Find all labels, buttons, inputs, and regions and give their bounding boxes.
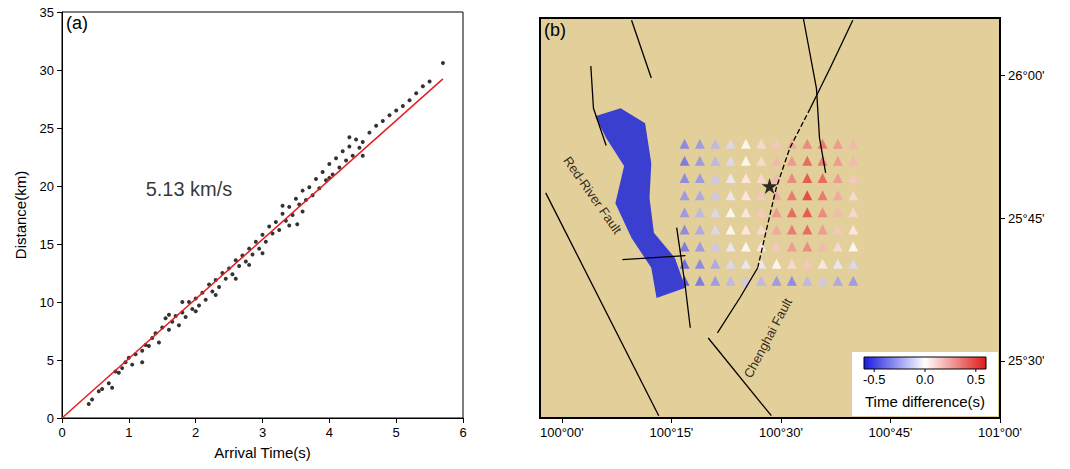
svg-text:0: 0 bbox=[58, 425, 65, 440]
svg-text:(b): (b) bbox=[544, 20, 566, 40]
svg-text:5: 5 bbox=[393, 425, 400, 440]
svg-text:(a): (a) bbox=[66, 13, 88, 33]
svg-text:0: 0 bbox=[47, 411, 54, 426]
svg-text:100°15': 100°15' bbox=[650, 425, 694, 440]
svg-text:5: 5 bbox=[47, 353, 54, 368]
svg-text:Time difference(s): Time difference(s) bbox=[865, 393, 985, 410]
svg-text:0.5: 0.5 bbox=[967, 372, 985, 387]
svg-text:26°00': 26°00' bbox=[1008, 68, 1045, 83]
svg-text:Distance(km): Distance(km) bbox=[12, 171, 29, 259]
svg-text:0.0: 0.0 bbox=[916, 372, 934, 387]
svg-text:100°30': 100°30' bbox=[759, 425, 803, 440]
svg-text:100°00': 100°00' bbox=[540, 425, 584, 440]
svg-text:100°45': 100°45' bbox=[869, 425, 913, 440]
svg-text:-0.5: -0.5 bbox=[863, 372, 885, 387]
svg-text:Red-River Fault: Red-River Fault bbox=[560, 154, 625, 237]
svg-text:5.13 km/s: 5.13 km/s bbox=[146, 178, 233, 200]
svg-text:30: 30 bbox=[40, 63, 54, 78]
svg-text:25°30': 25°30' bbox=[1008, 353, 1045, 368]
svg-text:101°00': 101°00' bbox=[978, 425, 1022, 440]
svg-text:35: 35 bbox=[40, 5, 54, 20]
svg-text:Arrival Time(s): Arrival Time(s) bbox=[214, 444, 311, 461]
svg-text:3: 3 bbox=[259, 425, 266, 440]
svg-text:Chenghai Fault: Chenghai Fault bbox=[741, 295, 796, 380]
svg-text:25: 25 bbox=[40, 121, 54, 136]
svg-text:6: 6 bbox=[459, 425, 466, 440]
svg-text:10: 10 bbox=[40, 295, 54, 310]
svg-text:20: 20 bbox=[40, 179, 54, 194]
svg-text:25°45': 25°45' bbox=[1008, 211, 1045, 226]
svg-text:1: 1 bbox=[125, 425, 132, 440]
svg-text:4: 4 bbox=[326, 425, 333, 440]
svg-text:2: 2 bbox=[192, 425, 199, 440]
svg-text:15: 15 bbox=[40, 237, 54, 252]
